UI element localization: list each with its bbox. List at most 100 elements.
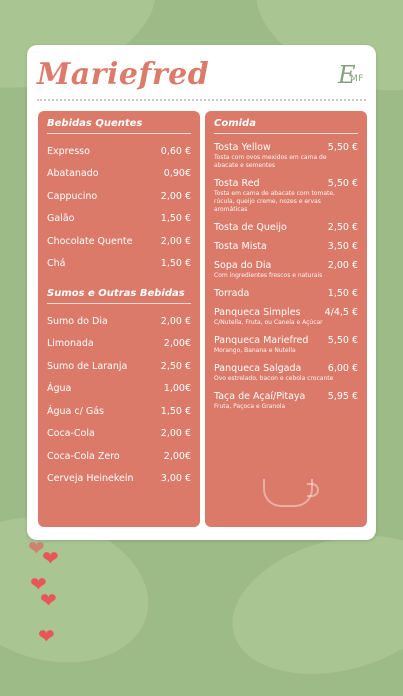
food-item-name: Tosta Red [214,178,260,189]
food-item-name: Taça de Açaí/Pitaya [214,391,306,402]
header-divider [37,99,366,101]
food-item-price: 2,50 € [327,222,358,233]
menu-item: Chocolate Quente 2,00 € [47,230,191,253]
menu-item-price: 1,50 € [160,405,191,417]
menu-item-name: Água c/ Gás [47,405,104,417]
menu-item-price: 2,00 € [160,428,191,439]
food-item: Panqueca Mariefred 5,50 € Morango, Banana … [214,335,358,355]
menu-item: Expresso 0,60 € [47,140,191,163]
menu-item: Galão 1,50 € [47,208,191,231]
menu-item-price: 2,00 € [160,315,191,327]
menu-item-name: Cerveja Heinekein [47,473,134,484]
food-item: Panqueca Salgada 6,00 € Ovo estrelado, bac… [214,363,358,383]
menu-item-price: 2,00 € [160,235,191,247]
menu-item-name: Limonada [47,338,94,349]
food-item: Tosta Yellow 5,50 € Tosta com ovos mexidos… [214,142,358,170]
menu-item-price: 2,50 € [160,360,191,372]
food-item-price: 5,50 € [327,142,358,153]
hot-drinks-list: Expresso 0,60 € Abatanado 0,90€ Cappucino 2,0… [38,140,200,275]
menu-item-price: 1,50 € [160,213,191,224]
food-item-description: Fruta, Paçoca e Granola [214,403,286,410]
menu-item-price: 0,60 € [160,145,191,157]
background-leaf [216,513,403,696]
menu-item-name: Sumo do Dia [47,315,108,327]
food-item-name: Panqueca Simples [214,307,301,318]
menu-item-name: Expresso [47,145,90,157]
other-drinks-list: Sumo do Dia 2,00 € Limonada 2,00€ Sumo de La… [38,310,200,490]
menu-item-price: 3,00 € [160,473,191,484]
menu-item: Sumo de Laranja 2,50 € [47,355,191,378]
menu-item-name: Sumo de Laranja [47,360,128,372]
food-item-description: Com ingredientes frescos e naturais [214,272,323,279]
food-item-description: Tosta com ovos mexidos em cama de abacat… [214,154,327,169]
food-item: Tosta Red 5,50 € Tosta em cama de abacate … [214,178,358,214]
food-item-name: Panqueca Salgada [214,363,302,374]
brand-logo: Mariefred [37,57,210,92]
menu-item: Cerveja Heinekein 3,00 € [47,468,191,491]
monogram-logo: E MF [336,61,368,93]
food-item-description: C/Nutella, Fruta, ou Canela e Açúcar [214,319,323,326]
food-item-price: 6,00 € [327,363,358,374]
food-item-description: Ovo estrelado, bacon e cebola crocante [214,375,334,382]
heart-icon: ❤ [38,624,55,648]
food-item-price: 3,50 € [327,241,358,252]
menu-item-price: 1,50 € [160,258,191,269]
section-title-food: Comida [214,118,358,134]
food-item-price: 1,50 € [327,288,358,299]
food-item-price: 4/4,5 € [324,307,358,318]
cup-icon [263,479,313,507]
menu-item: Cappucino 2,00 € [47,185,191,208]
menu-item-name: Galão [47,213,75,224]
menu-item-price: 0,90€ [163,168,191,179]
food-item-name: Panqueca Mariefred [214,335,309,346]
food-item: Tosta de Queijo 2,50 € [214,222,358,233]
monogram-letter: E [338,61,356,89]
food-panel: Comida Tosta Yellow 5,50 € Tosta com ovos … [205,111,367,527]
food-item-price: 5,95 € [327,391,358,402]
heart-icon: ❤ [30,572,47,596]
menu-item: Limonada 2,00€ [47,333,191,356]
food-item-name: Tosta de Queijo [214,222,287,233]
food-item-description: Morango, Banana e Nutella [214,347,296,354]
section-title-other-drinks: Sumos e Outras Bebidas [47,288,191,304]
menu-item-price: 2,00 € [160,190,191,202]
menu-item: Chá 1,50 € [47,253,191,276]
menu-item-name: Cappucino [47,190,98,202]
menu-item-name: Coca-Cola Zero [47,450,120,462]
food-item-price: 2,00 € [327,260,358,271]
food-item-name: Tosta Yellow [214,142,271,153]
food-item-name: Tosta Mista [214,241,267,252]
menu-item: Coca-Cola Zero 2,00€ [47,445,191,468]
menu-item-name: Coca-Cola [47,428,95,439]
food-item-price: 5,50 € [327,178,358,189]
menu-item-name: Chá [47,258,66,269]
menu-item: Sumo do Dia 2,00 € [47,310,191,333]
menu-item-name: Água [47,383,72,394]
food-item-price: 5,50 € [327,335,358,346]
menu-item: Água 1,00€ [47,378,191,401]
food-item-name: Sopa do Dia [214,260,272,271]
heart-icon: ❤ [40,588,57,612]
menu-item-name: Abatanado [47,168,99,179]
menu-item-price: 1,00€ [163,383,191,394]
section-title-hot-drinks: Bebidas Quentes [47,118,191,134]
heart-icon: ❤ [42,546,59,570]
food-item: Sopa do Dia 2,00 € Com ingredientes fresco… [214,260,358,280]
cup-handle-icon [307,483,319,497]
drinks-panel: Bebidas Quentes Expresso 0,60 € Abatanado 0… [38,111,200,527]
menu-item: Abatanado 0,90€ [47,163,191,186]
menu-item: Coca-Cola 2,00 € [47,423,191,446]
food-item: Taça de Açaí/Pitaya 5,95 € Fruta, Paçoca e… [214,391,358,411]
food-item: Panqueca Simples 4/4,5 € C/Nutella, Fruta,… [214,307,358,327]
food-item-description: Tosta em cama de abacate com tomate, rúc… [214,190,335,213]
heart-icon: ❤ [28,536,45,560]
menu-item-name: Chocolate Quente [47,235,133,247]
monogram-initials: MF [350,74,364,84]
menu-item-price: 2,00€ [163,450,191,462]
menu-item-price: 2,00€ [163,338,191,349]
menu-item: Água c/ Gás 1,50 € [47,400,191,423]
food-item: Torrada 1,50 € [214,288,358,299]
food-item: Tosta Mista 3,50 € [214,241,358,252]
menu-card: Mariefred E MF Bebidas Quentes Expresso 0… [27,45,376,540]
food-list: Tosta Yellow 5,50 € Tosta com ovos mexidos… [214,142,358,411]
